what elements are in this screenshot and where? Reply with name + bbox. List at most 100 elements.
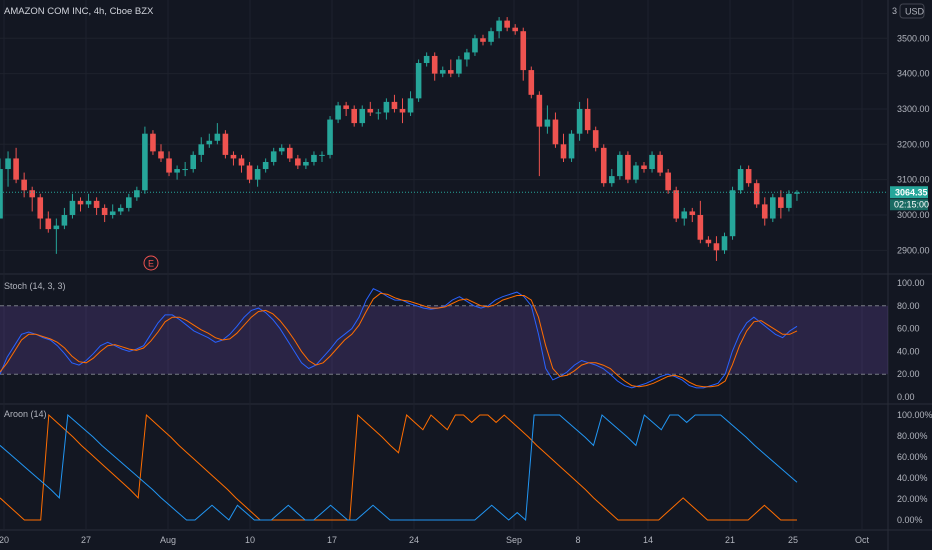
candle[interactable] <box>657 151 663 177</box>
candle[interactable] <box>745 165 752 187</box>
aroon-up-line[interactable] <box>0 413 797 521</box>
candle[interactable] <box>21 172 27 198</box>
candle[interactable] <box>488 27 494 46</box>
candle[interactable] <box>737 165 744 194</box>
stoch-pane[interactable] <box>0 288 888 389</box>
candle[interactable] <box>182 161 188 177</box>
candle[interactable] <box>665 169 671 194</box>
candle[interactable] <box>705 236 712 247</box>
candle[interactable] <box>254 165 261 187</box>
candle[interactable] <box>480 34 486 46</box>
candle[interactable] <box>158 144 164 162</box>
candle[interactable] <box>633 161 639 184</box>
candle[interactable] <box>697 200 704 244</box>
candle[interactable] <box>270 147 277 166</box>
candle[interactable] <box>13 147 19 184</box>
candle[interactable] <box>407 91 414 117</box>
price-pane[interactable]: E <box>0 17 888 271</box>
candle[interactable] <box>439 66 446 78</box>
candle[interactable] <box>335 101 341 124</box>
candle[interactable] <box>512 24 518 35</box>
candle[interactable] <box>464 48 470 67</box>
candle[interactable] <box>174 165 180 180</box>
candle[interactable] <box>222 130 229 159</box>
candle[interactable] <box>584 98 591 134</box>
candle[interactable] <box>45 211 52 233</box>
candle[interactable] <box>520 27 527 81</box>
candle[interactable] <box>761 197 768 226</box>
candle[interactable] <box>536 91 543 177</box>
candle[interactable] <box>327 116 333 159</box>
candle[interactable] <box>753 179 760 208</box>
candle[interactable] <box>713 236 720 261</box>
candle[interactable] <box>343 101 349 117</box>
candle[interactable] <box>214 123 221 145</box>
candle[interactable] <box>770 193 776 223</box>
candle[interactable] <box>528 66 535 99</box>
candle[interactable] <box>721 232 728 254</box>
candle[interactable] <box>472 34 478 56</box>
candle[interactable] <box>504 17 510 32</box>
candle[interactable] <box>673 186 679 223</box>
candle[interactable] <box>552 112 559 148</box>
candle[interactable] <box>456 55 462 78</box>
candle[interactable] <box>399 98 406 124</box>
candle[interactable] <box>359 105 366 127</box>
candle[interactable] <box>85 193 92 208</box>
candle[interactable] <box>166 151 172 177</box>
candle[interactable] <box>448 59 454 78</box>
candle[interactable] <box>375 108 382 120</box>
candle[interactable] <box>238 154 245 173</box>
currency-button[interactable] <box>899 3 925 19</box>
candle[interactable] <box>641 161 647 173</box>
aroon-pane[interactable] <box>0 413 798 522</box>
candle[interactable] <box>190 151 196 173</box>
candle[interactable] <box>126 193 132 212</box>
candle[interactable] <box>367 101 374 117</box>
candle[interactable] <box>617 151 623 180</box>
candle[interactable] <box>383 98 390 120</box>
candle[interactable] <box>295 154 301 170</box>
candle[interactable] <box>391 94 398 113</box>
candle[interactable] <box>496 17 502 39</box>
candle[interactable] <box>109 204 116 219</box>
candle[interactable] <box>431 52 438 81</box>
candle[interactable] <box>311 151 317 166</box>
aroon-down-line[interactable] <box>0 413 798 522</box>
candle[interactable] <box>230 151 237 166</box>
candle[interactable] <box>778 190 784 219</box>
candle[interactable] <box>729 186 736 240</box>
candle[interactable] <box>351 105 357 127</box>
candle[interactable] <box>61 207 68 230</box>
candle[interactable] <box>278 144 285 155</box>
candle[interactable] <box>600 144 607 187</box>
candle[interactable] <box>0 158 3 219</box>
candle[interactable] <box>544 105 551 134</box>
candle[interactable] <box>37 193 44 230</box>
candle[interactable] <box>786 190 792 212</box>
candle[interactable] <box>649 151 655 173</box>
candle[interactable] <box>319 151 325 162</box>
candle[interactable] <box>29 186 35 212</box>
candle[interactable] <box>262 158 269 173</box>
candle[interactable] <box>415 59 422 102</box>
candle[interactable] <box>560 133 567 162</box>
stoch-d-line[interactable] <box>0 292 798 388</box>
candle[interactable] <box>117 204 124 215</box>
candle[interactable] <box>69 193 76 219</box>
candle[interactable] <box>303 158 309 170</box>
candle[interactable] <box>150 130 156 155</box>
earnings-marker[interactable]: E <box>143 255 159 271</box>
candle[interactable] <box>77 197 84 212</box>
candle[interactable] <box>5 151 11 187</box>
stoch-k-line[interactable] <box>0 288 798 389</box>
candle[interactable] <box>681 207 688 226</box>
candle[interactable] <box>101 204 108 223</box>
candle[interactable] <box>53 218 60 254</box>
candle[interactable] <box>576 101 583 141</box>
candle[interactable] <box>93 197 100 215</box>
candle[interactable] <box>287 144 293 162</box>
candle[interactable] <box>206 133 213 148</box>
candle[interactable] <box>568 130 575 162</box>
candle[interactable] <box>246 161 253 184</box>
